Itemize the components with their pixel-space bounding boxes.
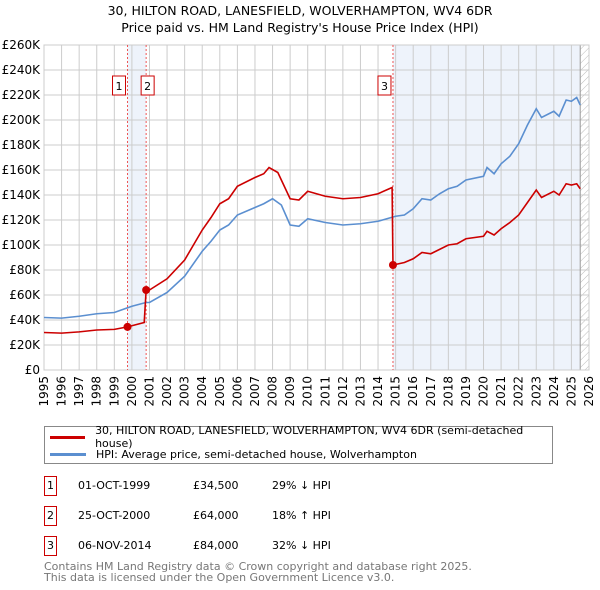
x-tick-label: 2012 (336, 376, 350, 407)
y-tick-label: £180K (2, 138, 42, 152)
x-tick-label: 1996 (55, 376, 69, 407)
sale-label: 3 (381, 80, 388, 93)
chart-titles: 30, HILTON ROAD, LANESFIELD, WOLVERHAMPT… (0, 2, 600, 36)
x-tick-label: 2022 (512, 376, 526, 407)
sale-point (142, 286, 151, 294)
x-tick-label: 2015 (389, 376, 403, 407)
x-tick-label: 2006 (230, 376, 244, 407)
x-tick-label: 1999 (107, 376, 121, 407)
legend-swatch-blue (50, 452, 86, 456)
sale-number: 1 (44, 476, 57, 496)
sale-date: 25-OCT-2000 (78, 509, 151, 522)
x-tick-label: 2007 (248, 376, 262, 407)
x-tick-label: 2010 (301, 376, 315, 407)
future-hatch (580, 45, 589, 370)
x-tick-label: 2001 (142, 376, 156, 407)
y-tick-label: £140K (2, 188, 42, 202)
sale-date: 06-NOV-2014 (78, 539, 152, 552)
sale-label-box (140, 75, 155, 96)
legend-label: HPI: Average price, semi-detached house,… (96, 447, 417, 461)
x-tick-label: 2016 (406, 376, 420, 407)
legend-item-property: 30, HILTON ROAD, LANESFIELD, WOLVERHAMPT… (45, 424, 552, 450)
y-tick-label: £60K (9, 288, 41, 302)
y-tick-label: £40K (9, 313, 41, 327)
x-tick-label: 2026 (582, 376, 596, 407)
sale-point (388, 261, 397, 269)
sale-price: £64,000 (193, 509, 239, 522)
sale-date: 01-OCT-1999 (78, 479, 151, 492)
sale-label: 1 (116, 80, 123, 93)
x-tick-label: 1995 (37, 376, 51, 407)
legend-label: 30, HILTON ROAD, LANESFIELD, WOLVERHAMPT… (95, 424, 524, 450)
y-tick-label: £240K (2, 63, 42, 77)
x-tick-label: 2013 (353, 376, 367, 407)
y-tick-label: £120K (2, 213, 42, 227)
sale-price: £84,000 (193, 539, 239, 552)
y-tick-label: £160K (2, 163, 42, 177)
legend-item-hpi: HPI: Average price, semi-detached house,… (45, 446, 417, 462)
sale-price: £34,500 (193, 479, 239, 492)
x-tick-label: 2014 (371, 376, 385, 407)
sale-label: 2 (144, 80, 151, 93)
sale-hpi: 18% ↑ HPI (272, 509, 331, 522)
sale-label-box (377, 75, 392, 96)
x-tick-label: 2009 (283, 376, 297, 407)
legend: 30, HILTON ROAD, LANESFIELD, WOLVERHAMPT… (44, 424, 553, 464)
x-tick-label: 2019 (459, 376, 473, 407)
x-tick-label: 2004 (195, 376, 209, 407)
x-tick-label: 1997 (72, 376, 86, 407)
sale-point (123, 322, 132, 331)
x-tick-label: 2020 (477, 376, 491, 407)
legend-swatch-red (50, 435, 86, 439)
sale-hpi: 29% ↓ HPI (272, 479, 331, 492)
x-tick-label: 2011 (318, 376, 332, 407)
x-tick-label: 2002 (160, 376, 174, 407)
x-tick-label: 2017 (424, 376, 438, 407)
x-tick-label: 2023 (529, 376, 543, 407)
y-tick-label: £200K (2, 113, 42, 127)
y-tick-label: £80K (9, 263, 41, 277)
chart-title: 30, HILTON ROAD, LANESFIELD, WOLVERHAMPT… (107, 3, 493, 18)
x-tick-label: 2008 (266, 376, 280, 407)
sale-number: 3 (44, 536, 57, 556)
x-tick-label: 2003 (178, 376, 192, 407)
plot-border (43, 44, 590, 371)
footer: Contains HM Land Registry data © Crown c… (44, 561, 472, 583)
plot-area: £0 £20K £40K £60K £80K £100K £120K £140K £160K £1… (2, 38, 596, 407)
sale-label-box (112, 75, 127, 96)
y-tick-label: £260K (2, 38, 42, 52)
x-tick-label: 2025 (564, 376, 578, 407)
x-tick-label: 2021 (494, 376, 508, 407)
x-tick-label: 1998 (90, 376, 104, 407)
y-tick-label: £100K (2, 238, 42, 252)
x-tick-label: 2005 (213, 376, 227, 407)
y-tick-label: £220K (2, 88, 42, 102)
hpi-line (43, 96, 581, 319)
chart-subtitle: Price paid vs. HM Land Registry's House … (121, 20, 479, 35)
x-tick-label: 2000 (125, 376, 139, 407)
shaded-period (392, 45, 581, 370)
footer-line: This data is licensed under the Open Gov… (44, 571, 395, 584)
x-tick-label: 2018 (441, 376, 455, 407)
x-tick-label: 2024 (547, 376, 561, 407)
footer-line: Contains HM Land Registry data © Crown c… (44, 560, 472, 573)
sale-hpi: 32% ↓ HPI (272, 539, 331, 552)
price-paid-line (43, 166, 581, 334)
y-tick-label: £0 (25, 363, 40, 377)
y-tick-label: £20K (9, 338, 41, 352)
sale-number: 2 (44, 506, 57, 526)
